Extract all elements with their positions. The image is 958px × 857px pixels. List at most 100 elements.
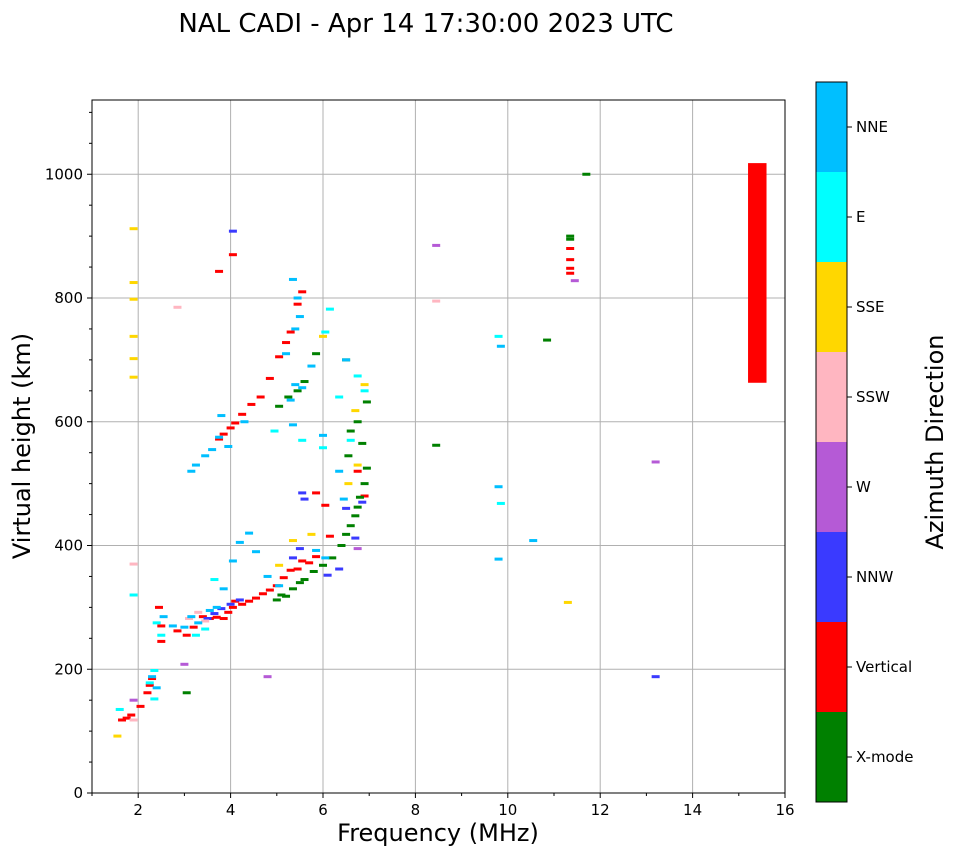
colorbar-segment	[816, 622, 847, 712]
echo-point-nnw	[288, 556, 297, 560]
echo-point-nne	[219, 587, 228, 591]
colorbar-tick-label: Vertical	[856, 658, 912, 676]
echo-point-nne	[282, 352, 291, 356]
echo-point-e	[353, 374, 362, 378]
echo-point-x-mode	[346, 524, 355, 528]
echo-point-e	[335, 395, 344, 399]
echo-point-sse	[129, 375, 138, 379]
echo-point-nne	[240, 420, 249, 424]
echo-point-x-mode	[360, 482, 369, 486]
echo-point-x-mode	[362, 400, 371, 404]
echo-point-vertical	[312, 491, 321, 495]
echo-point-x-mode	[300, 578, 309, 582]
echo-point-vertical	[238, 602, 247, 606]
plot-frame	[91, 99, 786, 794]
x-tick-label: 8	[411, 801, 421, 819]
echo-point-w	[263, 675, 272, 679]
colorbar-segment	[816, 262, 847, 352]
echo-point-ssw	[194, 610, 203, 614]
echo-point-sse	[288, 539, 297, 543]
echo-point-nnw	[298, 491, 307, 495]
echo-point-e	[150, 697, 159, 701]
echo-point-vertical	[566, 247, 575, 250]
echo-point-w	[129, 698, 138, 702]
x-tick-label: 2	[133, 801, 143, 819]
echo-point-vertical	[305, 561, 314, 565]
echo-point-x-mode	[353, 505, 362, 509]
echo-point-x-mode	[282, 594, 291, 598]
echo-point-vertical	[293, 567, 302, 571]
echo-point-sse	[319, 334, 327, 338]
echo-point-nnw	[351, 536, 360, 540]
echo-point-vertical	[252, 596, 261, 600]
echo-point-ssw	[185, 617, 194, 621]
echo-point-nnw	[295, 547, 304, 551]
echo-point-vertical	[143, 691, 152, 695]
colorbar-tick-label: NNE	[856, 118, 888, 136]
echo-point-vertical	[256, 395, 265, 399]
echo-point-x-mode	[328, 556, 337, 560]
echo-point-vertical	[566, 271, 575, 275]
echo-point-nne	[319, 433, 327, 437]
echo-point-x-mode	[566, 237, 575, 241]
colorbar-tick-label: W	[856, 478, 871, 496]
echo-point-e	[496, 501, 505, 505]
echo-point-nne	[295, 315, 304, 319]
echo-point-vertical	[215, 437, 224, 441]
echo-point-sse	[113, 734, 122, 738]
echo-point-w	[353, 547, 362, 551]
echo-point-sse	[344, 482, 353, 486]
echo-point-vertical	[154, 605, 163, 609]
echo-point-nnw	[651, 675, 660, 679]
echo-point-x-mode	[358, 441, 367, 445]
colorbar-tick-label: E	[856, 208, 865, 226]
echo-point-e	[298, 438, 307, 442]
echo-point-x-mode	[293, 389, 302, 393]
echo-point-vertical	[215, 269, 224, 273]
echo-point-nne	[208, 448, 217, 452]
echo-point-w	[570, 279, 579, 283]
echo-point-sse	[129, 297, 138, 301]
echo-point-vertical	[173, 629, 182, 633]
echo-point-x-mode	[355, 495, 364, 499]
echo-point-sse	[129, 227, 138, 231]
y-tick-label: 200	[54, 660, 83, 678]
echo-point-vertical	[231, 599, 240, 603]
echo-point-vertical	[118, 718, 127, 722]
echo-point-nne	[252, 550, 261, 554]
echo-point-e	[201, 627, 210, 631]
echo-point-nne	[217, 414, 226, 418]
echo-point-x-mode	[288, 587, 297, 591]
colorbar-segment	[816, 712, 847, 802]
echo-point-vertical	[353, 469, 362, 473]
y-tick-label: 0	[73, 784, 83, 802]
echo-point-nnw	[335, 567, 344, 571]
echo-point-w	[432, 243, 441, 247]
echo-point-vertical	[279, 576, 288, 580]
echo-point-vertical	[122, 716, 131, 720]
echo-point-vertical	[219, 617, 228, 621]
echo-point-vertical	[360, 494, 369, 498]
echo-point-x-mode	[182, 691, 191, 695]
echo-point-sse	[129, 334, 138, 338]
echo-point-nne	[339, 497, 348, 501]
echo-point-nne	[494, 557, 503, 561]
echo-point-vertical	[566, 266, 575, 270]
colorbar-frame	[815, 81, 848, 803]
echo-point-vertical	[245, 599, 254, 603]
echo-point-e	[494, 334, 503, 338]
echo-point-vertical	[312, 555, 321, 559]
echo-point-vertical	[286, 568, 295, 572]
echo-point-nne	[187, 615, 196, 619]
echo-point-x-mode	[312, 352, 321, 356]
echo-point-x-mode	[432, 443, 441, 447]
colorbar-segment	[816, 172, 847, 262]
echo-point-x-mode	[362, 466, 371, 470]
echo-point-vertical	[145, 683, 154, 687]
echo-point-x-mode	[353, 420, 362, 424]
echo-point-vertical	[247, 402, 256, 406]
echo-point-nne	[286, 398, 295, 402]
echo-point-x-mode	[319, 563, 327, 567]
echo-point-nnw	[217, 607, 226, 611]
